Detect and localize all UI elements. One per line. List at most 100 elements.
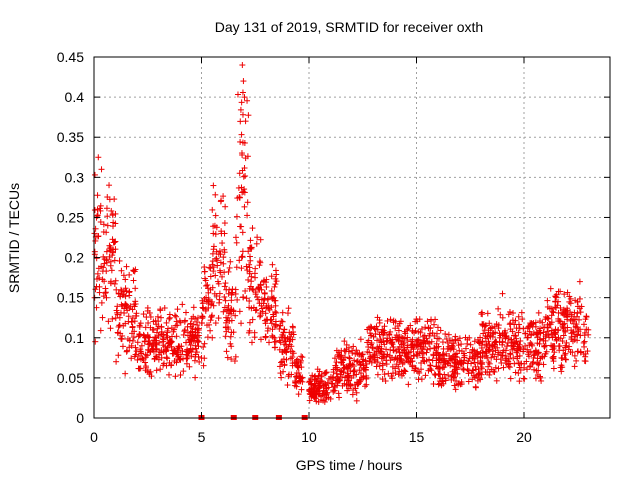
data-point [118, 335, 125, 342]
data-point [337, 371, 344, 378]
data-point [533, 348, 540, 355]
data-point [533, 367, 540, 374]
data-point [409, 341, 416, 348]
data-point [207, 317, 214, 324]
data-point [516, 364, 523, 371]
data-point [118, 301, 125, 308]
data-point [192, 326, 199, 333]
data-point [423, 335, 430, 342]
data-point [350, 387, 357, 394]
data-point [484, 333, 491, 340]
data-point [152, 334, 159, 341]
data-point [114, 329, 121, 336]
data-point [536, 318, 543, 325]
data-point [244, 199, 251, 206]
data-point [550, 358, 557, 365]
data-point [533, 331, 540, 338]
data-point [371, 350, 378, 357]
data-point [239, 89, 246, 96]
data-point [526, 342, 533, 349]
data-point [190, 304, 197, 311]
data-point [119, 292, 126, 299]
data-point [531, 351, 538, 358]
data-point [228, 291, 235, 298]
data-point [544, 315, 551, 322]
data-point [272, 302, 279, 309]
data-point [153, 345, 160, 352]
data-point [206, 321, 213, 328]
data-point [270, 311, 277, 318]
data-point [104, 222, 111, 229]
data-point [333, 347, 340, 354]
data-point [294, 356, 301, 363]
data-point [193, 345, 200, 352]
data-point [529, 342, 536, 349]
data-point [444, 339, 451, 346]
data-point [413, 342, 420, 349]
data-point [246, 285, 253, 292]
data-point [241, 165, 248, 172]
data-point [336, 394, 343, 401]
data-point [311, 392, 318, 399]
data-point [542, 313, 549, 320]
data-point [174, 345, 181, 352]
data-point [126, 344, 133, 351]
data-point [145, 337, 152, 344]
data-point [442, 331, 449, 338]
data-point [256, 258, 263, 265]
data-point [414, 318, 421, 325]
data-point [115, 352, 122, 359]
data-point [452, 353, 459, 360]
data-point [191, 334, 198, 341]
data-point [458, 341, 465, 348]
data-point [198, 355, 205, 362]
data-point [194, 321, 201, 328]
data-point [426, 339, 433, 346]
data-point [497, 311, 504, 318]
data-point [221, 283, 228, 290]
data-point [562, 350, 569, 357]
data-point [232, 312, 239, 319]
data-point [353, 347, 360, 354]
data-point [436, 365, 443, 372]
data-point [565, 346, 572, 353]
data-point [323, 385, 330, 392]
data-point [130, 334, 137, 341]
data-point [577, 332, 584, 339]
data-point [181, 327, 188, 334]
data-point [530, 359, 537, 366]
data-point [371, 356, 378, 363]
data-point [278, 318, 285, 325]
data-point [155, 318, 162, 325]
data-point [564, 289, 571, 296]
data-point [483, 348, 490, 355]
data-point [269, 261, 276, 268]
data-point [252, 307, 259, 314]
data-point [492, 329, 499, 336]
data-point [176, 317, 183, 324]
data-point [544, 297, 551, 304]
data-point [515, 360, 522, 367]
data-point [381, 341, 388, 348]
data-point [314, 366, 321, 373]
data-point [478, 311, 485, 318]
data-point [452, 377, 459, 384]
data-point [538, 377, 545, 384]
data-point [356, 359, 363, 366]
data-point [238, 254, 245, 261]
data-point [160, 362, 167, 369]
data-point [350, 343, 357, 350]
data-point [276, 346, 283, 353]
data-point [557, 364, 564, 371]
data-point [246, 253, 253, 260]
data-point [180, 355, 187, 362]
data-point [504, 339, 511, 346]
data-point [163, 319, 170, 326]
data-point [431, 345, 438, 352]
data-point [502, 347, 509, 354]
data-point [574, 303, 581, 310]
data-point [316, 378, 323, 385]
data-point [209, 206, 216, 213]
data-point [209, 250, 216, 257]
data-point [378, 339, 385, 346]
